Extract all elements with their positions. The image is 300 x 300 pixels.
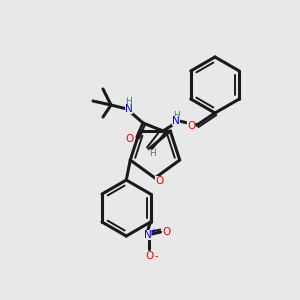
- Text: +: +: [151, 228, 157, 234]
- Text: O: O: [155, 176, 163, 186]
- Text: N: N: [172, 116, 180, 126]
- Text: H: H: [126, 98, 132, 106]
- Text: O: O: [146, 251, 154, 261]
- Text: N: N: [125, 104, 133, 114]
- Text: O: O: [187, 121, 195, 131]
- Text: N: N: [144, 230, 152, 240]
- Text: H: H: [172, 110, 179, 119]
- Text: -: -: [155, 251, 158, 261]
- Text: H: H: [148, 149, 155, 158]
- Text: O: O: [126, 134, 134, 144]
- Text: O: O: [162, 227, 171, 237]
